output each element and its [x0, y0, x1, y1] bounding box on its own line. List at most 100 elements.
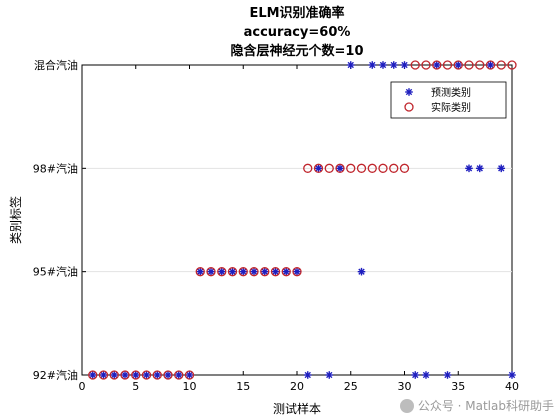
predicted-point — [293, 267, 301, 276]
predicted-point — [174, 371, 183, 379]
x-tick-label: 25 — [344, 380, 358, 393]
actual-point — [507, 60, 517, 70]
predicted-point — [336, 164, 344, 173]
x-tick-label: 0 — [79, 380, 86, 393]
actual-point — [442, 60, 453, 70]
legend-marker-predicted — [405, 88, 413, 96]
x-axis-label: 测试样本 — [273, 401, 321, 416]
actual-point — [292, 267, 302, 277]
actual-point — [410, 60, 420, 70]
actual-point — [346, 163, 356, 173]
predicted-point — [196, 267, 205, 276]
actual-point — [163, 370, 173, 380]
actual-point — [475, 60, 485, 70]
predicted-point — [497, 164, 506, 173]
y-tick-label: 98#汽油 — [33, 161, 78, 175]
y-tick-label: 混合汽油 — [34, 58, 78, 72]
actual-point — [227, 267, 238, 277]
predicted-point — [368, 61, 377, 69]
x-tick-label: 35 — [451, 380, 465, 393]
wechat-icon — [399, 398, 414, 413]
x-tick-label: 20 — [290, 380, 304, 393]
predicted-point — [411, 371, 420, 379]
predicted-point — [432, 61, 441, 69]
y-tick-label: 92#汽油 — [33, 368, 78, 382]
predicted-point — [121, 371, 129, 379]
actual-point — [303, 163, 313, 173]
legend-marker-actual — [404, 102, 414, 112]
actual-point — [206, 267, 216, 277]
y-axis-label: 类别标签 — [8, 196, 23, 244]
chart-title: ELM识别准确率 accuracy=60% 隐含层神经元个数=10 — [231, 5, 364, 59]
predicted-point — [400, 61, 409, 69]
series-2 — [88, 60, 517, 380]
predicted-point — [131, 371, 140, 379]
actual-point — [120, 370, 130, 380]
predicted-point — [303, 371, 312, 379]
predicted-point — [508, 371, 516, 379]
predicted-point — [443, 371, 452, 379]
actual-point — [389, 163, 399, 173]
data-points — [88, 60, 517, 380]
actual-point — [109, 370, 119, 380]
actual-point — [453, 60, 463, 70]
actual-point — [421, 60, 431, 70]
x-axis-ticks: 0 5 10 15 20 25 30 35 40 — [79, 65, 519, 393]
predicted-point — [486, 61, 495, 69]
predicted-point — [185, 371, 194, 379]
chart-title-line-3: 隐含层神经元个数=10 — [231, 43, 364, 59]
predicted-point — [357, 267, 366, 276]
actual-point — [217, 267, 227, 277]
predicted-point — [346, 61, 355, 69]
y-axis-ticks: 92#汽油 95#汽油 98#汽油 混合汽油 — [33, 58, 86, 382]
predicted-point — [217, 267, 226, 276]
actual-point — [399, 163, 410, 173]
predicted-point — [207, 267, 215, 276]
actual-point — [432, 60, 442, 70]
predicted-point — [325, 371, 334, 379]
actual-point — [485, 60, 496, 70]
actual-point — [356, 163, 367, 173]
series-1 — [88, 61, 516, 379]
watermark: 公众号 · Matlab科研助手 — [399, 397, 554, 414]
predicted-point — [282, 267, 291, 276]
predicted-point — [153, 371, 162, 379]
predicted-point — [465, 164, 473, 173]
predicted-point — [239, 267, 248, 276]
x-tick-label: 30 — [398, 380, 412, 393]
actual-point — [324, 163, 334, 173]
predicted-point — [314, 164, 323, 173]
actual-point — [131, 370, 141, 380]
actual-point — [152, 370, 162, 380]
actual-point — [496, 60, 506, 70]
predicted-point — [110, 371, 119, 379]
chart-title-line-2: accuracy=60% — [244, 25, 351, 40]
actual-point — [378, 163, 388, 173]
y-tick-label: 95#汽油 — [33, 265, 78, 279]
predicted-point — [260, 267, 269, 276]
actual-point — [367, 163, 377, 173]
predicted-point — [88, 371, 97, 379]
legend-box — [390, 81, 507, 119]
predicted-point — [228, 267, 237, 276]
predicted-point — [164, 371, 172, 379]
chart-title-line-1: ELM识别准确率 — [249, 5, 344, 21]
actual-point — [313, 163, 324, 173]
actual-point — [281, 267, 291, 277]
actual-point — [335, 163, 345, 173]
actual-point — [270, 267, 281, 277]
actual-point — [141, 370, 152, 380]
actual-point — [174, 370, 184, 380]
actual-point — [260, 267, 270, 277]
watermark-text: 公众号 · Matlab科研助手 — [417, 399, 554, 413]
x-tick-label: 15 — [236, 380, 250, 393]
actual-point — [88, 370, 98, 380]
actual-point — [184, 370, 195, 380]
actual-point — [464, 60, 474, 70]
predicted-point — [389, 61, 398, 69]
actual-point — [98, 370, 109, 380]
predicted-point — [142, 371, 151, 379]
predicted-point — [475, 164, 484, 173]
predicted-point — [454, 61, 463, 69]
